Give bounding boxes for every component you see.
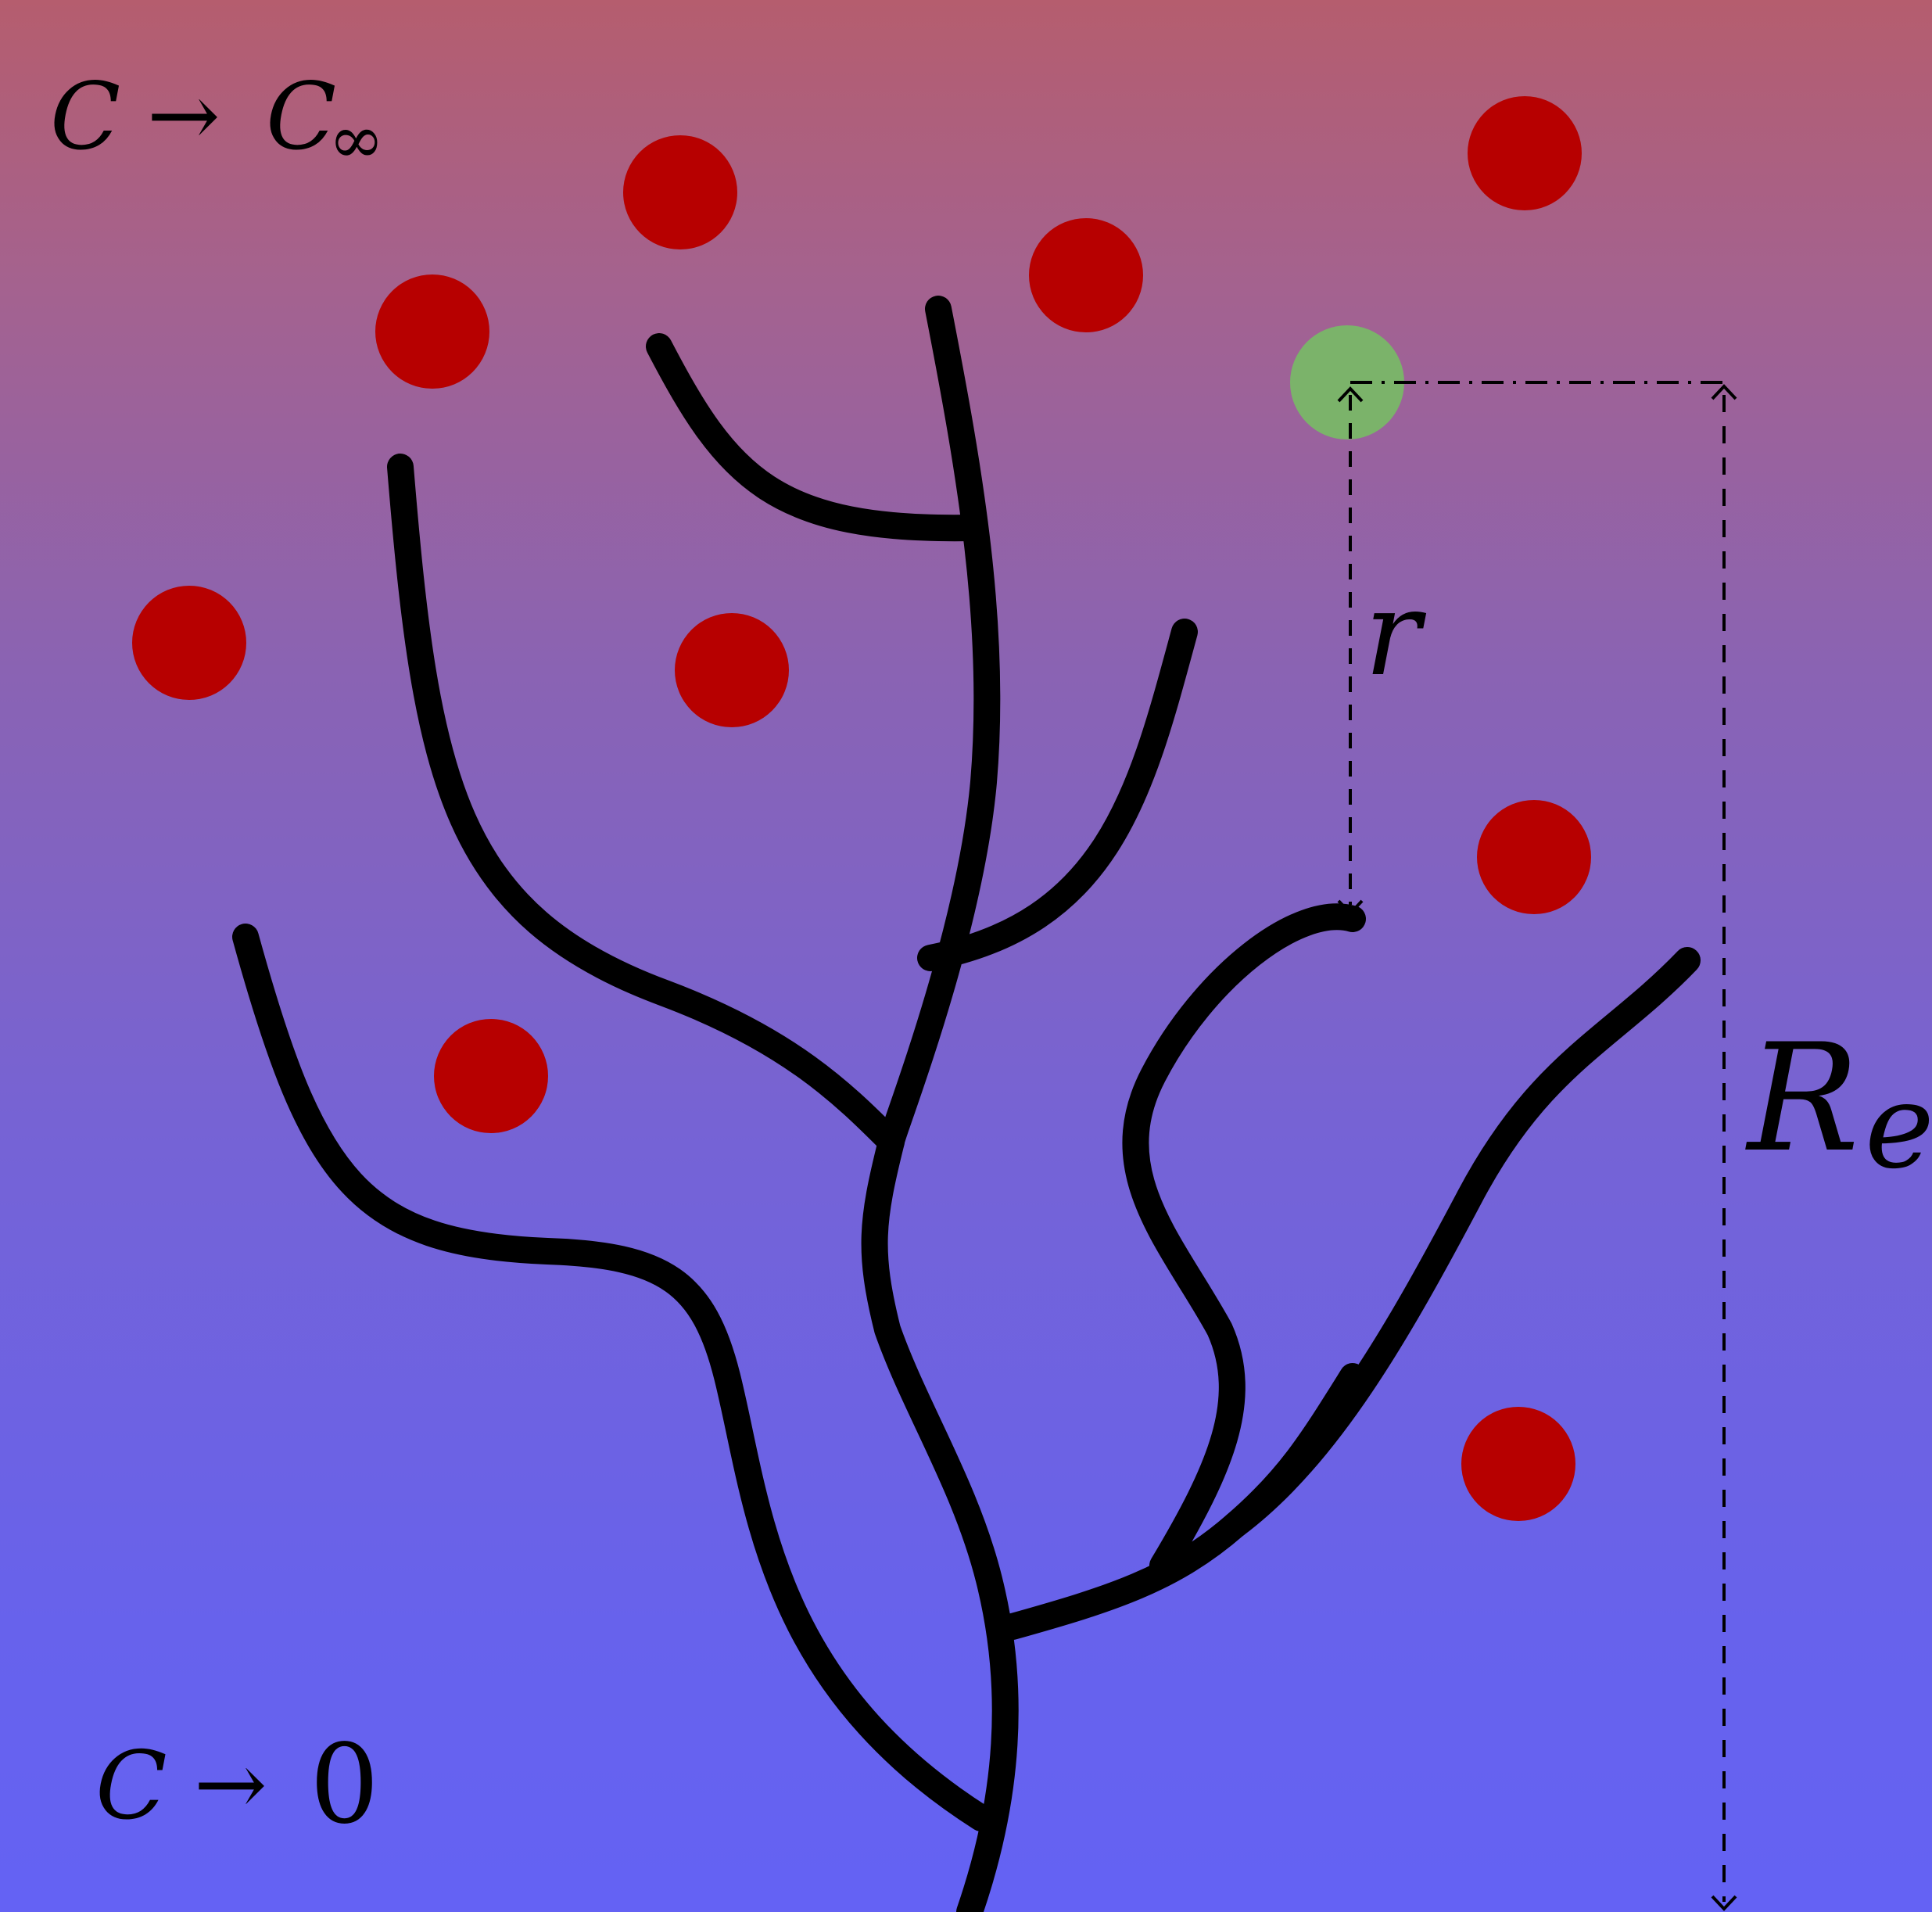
vessel-branch-right-sinuous <box>1122 903 1366 1579</box>
cell <box>1468 96 1582 210</box>
label-infinity-subscript: ∞ <box>328 101 385 179</box>
dimension-lines <box>1337 381 1737 1911</box>
label-r: r <box>1364 566 1427 702</box>
label-arrow: → <box>194 1734 267 1835</box>
r-arrowhead-bottom <box>1337 899 1364 916</box>
cell <box>1029 218 1143 332</box>
cell <box>132 586 246 700</box>
Re-arrowhead-bottom <box>1711 1895 1737 1911</box>
label-c: C <box>50 63 120 170</box>
label-c-to-cinf: C → C ∞ <box>50 63 385 179</box>
vessel-tree <box>232 296 1701 1912</box>
cell <box>375 274 489 389</box>
cell <box>1461 1407 1575 1521</box>
cells <box>132 96 1591 1521</box>
label-c-to-zero: C → 0 <box>95 1721 379 1849</box>
r-arrowhead-top <box>1337 386 1364 403</box>
vessel-branch-left-lower <box>232 924 995 1831</box>
vessel-trunk <box>861 296 1019 1912</box>
vessel-branch-upper-right <box>917 619 1198 971</box>
label-c: C <box>95 1732 167 1841</box>
vessel-branch-far-right <box>1222 947 1701 1538</box>
Re-arrowhead-top <box>1711 384 1737 400</box>
target-cell <box>1290 325 1404 439</box>
cell <box>623 135 737 249</box>
cell <box>434 1019 548 1133</box>
label-R: R <box>1745 1012 1859 1185</box>
vessel-branch-left-upper <box>387 454 905 1155</box>
label-arrow: → <box>147 65 220 167</box>
label-Re: R e <box>1745 1012 1932 1195</box>
label-zero: 0 <box>310 1721 379 1849</box>
label-c: C <box>266 63 336 170</box>
vessel-branch-upper-arc <box>646 333 987 542</box>
label-e-subscript: e <box>1865 1059 1932 1195</box>
cell <box>675 613 789 727</box>
cell <box>1477 800 1591 914</box>
